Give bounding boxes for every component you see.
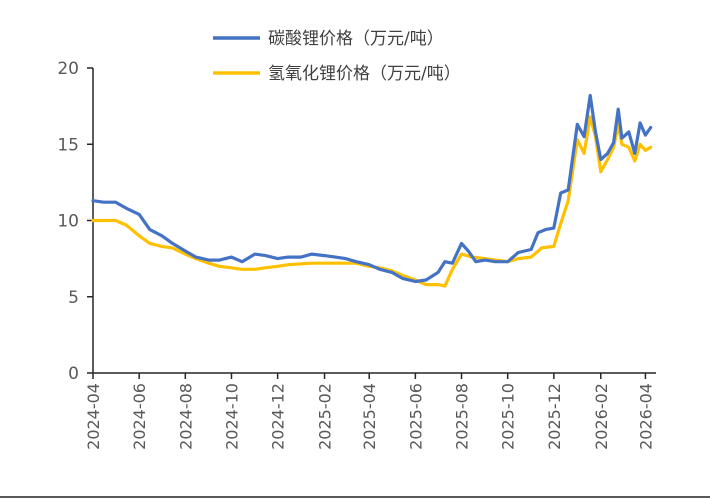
x-tick-label: 2025-06 (406, 383, 425, 450)
plot-lines (91, 93, 653, 288)
y-tick-label: 10 (57, 212, 79, 232)
legend: 碳酸锂价格（万元/吨） 氢氧化锂价格（万元/吨） (213, 29, 461, 84)
x-tick-label: 2024-08 (176, 383, 195, 450)
x-tick-label: 2025-12 (545, 383, 564, 450)
y-tick-label: 5 (68, 288, 79, 308)
x-tick-label: 2026-04 (636, 383, 655, 450)
x-tick-label: 2025-08 (453, 383, 472, 450)
x-tick-label: 2024-10 (222, 383, 241, 450)
x-tick-label: 2024-04 (84, 383, 103, 450)
x-tick-label: 2025-04 (360, 383, 379, 450)
x-axis: 2024-04 2024-06 2024-08 2024-10 2024-12 2025-… (84, 372, 656, 450)
x-tick-label: 2024-06 (130, 383, 149, 450)
y-tick-label: 0 (68, 364, 79, 384)
legend-label-1: 碳酸锂价格（万元/吨） (268, 29, 444, 49)
x-tick-label: 2026-02 (592, 383, 611, 450)
y-tick-label: 15 (57, 135, 79, 155)
x-tick-label: 2025-10 (499, 383, 518, 450)
series-line-2 (91, 115, 653, 288)
legend-label-2: 氢氧化锂价格（万元/吨） (268, 64, 461, 84)
series-line-1 (91, 93, 653, 284)
x-tick-label: 2025-02 (316, 383, 335, 450)
y-tick-label: 20 (57, 59, 79, 79)
x-tick-label: 2024-12 (269, 383, 288, 450)
